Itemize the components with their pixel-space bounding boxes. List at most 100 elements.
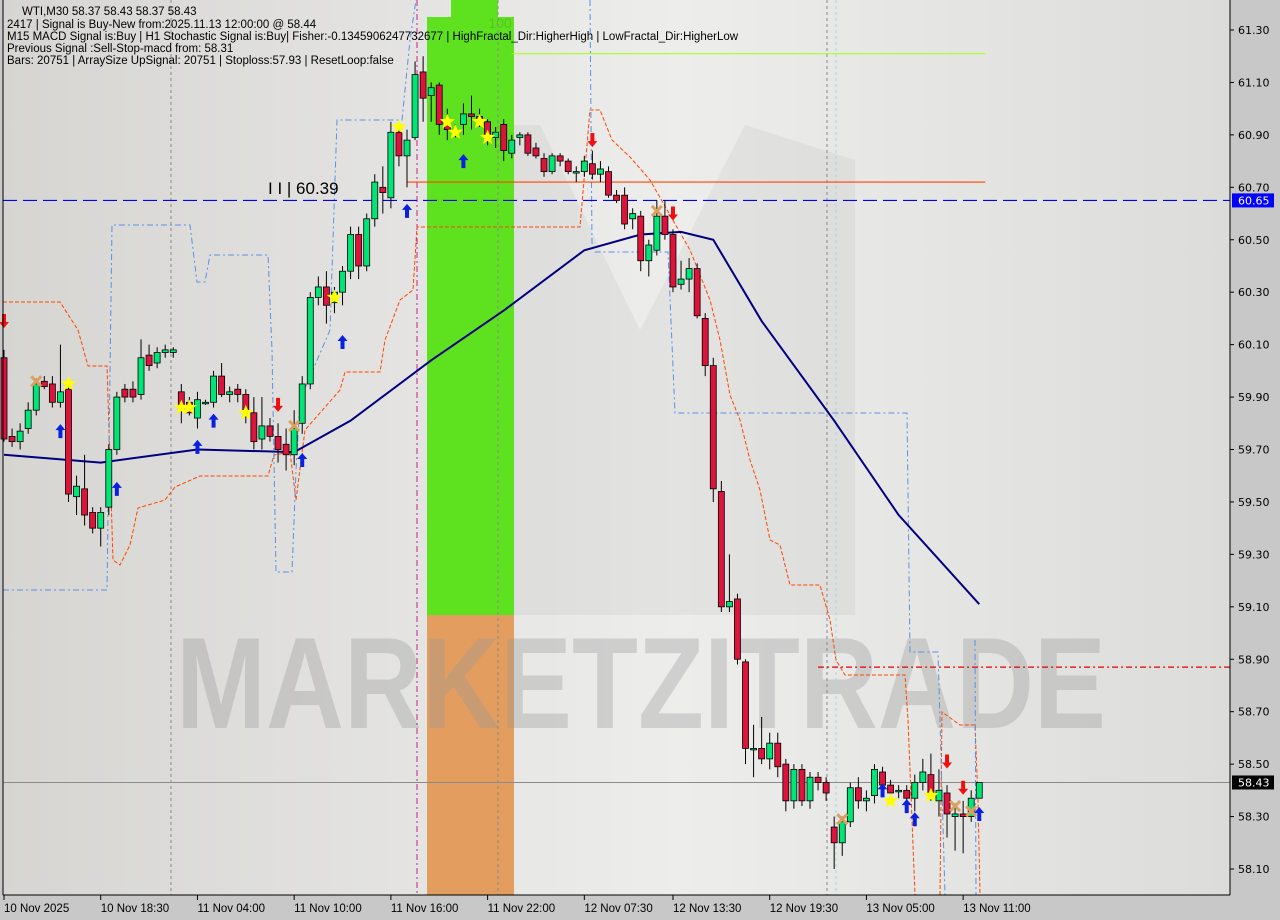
candle — [121, 383, 129, 403]
bear-candle-body — [468, 113, 475, 117]
watermark-text: MARKETZITRADE — [176, 610, 1106, 756]
watermark-logo — [430, 125, 855, 615]
bull-candle-body — [750, 748, 757, 751]
time-tick-label: 12 Nov 13:30 — [673, 903, 741, 915]
candle — [57, 344, 64, 408]
indicator-status-line: M15 MACD Signal is:Buy | H1 Stochastic S… — [7, 31, 739, 43]
bear-candle-body — [266, 425, 274, 437]
sell-arrow-icon — [273, 397, 284, 412]
candle — [693, 263, 701, 319]
time-axis[interactable]: 10 Nov 2025 10 Nov 18:30 11 Nov 04:00 11 No… — [3, 895, 1031, 915]
candle — [854, 777, 862, 809]
candle — [32, 378, 40, 416]
candle — [258, 397, 266, 450]
bear-candle-body — [661, 215, 669, 235]
bear-candle-body — [588, 163, 596, 175]
price-tick-label: 58.70 — [1238, 706, 1270, 719]
star-icon — [326, 289, 343, 304]
bear-candle-body — [0, 357, 8, 440]
star-icon — [883, 792, 899, 808]
candle — [218, 362, 226, 398]
buy-arrow-icon — [901, 799, 912, 814]
time-tick-label: 11 Nov 10:00 — [294, 903, 362, 915]
bull-candle-body — [73, 485, 80, 498]
candle — [669, 229, 677, 293]
buy-arrow-icon — [402, 203, 412, 218]
candle — [24, 402, 32, 434]
candle — [210, 370, 217, 408]
star-icon — [923, 787, 939, 803]
bull-candle-body — [258, 425, 266, 440]
candle — [871, 764, 878, 804]
bull-candle-body — [935, 789, 943, 802]
bear-candle-body — [218, 375, 226, 395]
bull-candle-body — [460, 113, 467, 125]
buy-arrow-icon — [337, 335, 348, 350]
candle — [798, 764, 806, 807]
buy-arrow-icon — [458, 154, 469, 169]
bear-candle-body — [89, 512, 97, 529]
candle — [153, 347, 161, 369]
bull-candle-body — [113, 396, 121, 450]
candle — [556, 153, 564, 167]
bear-candle-body — [613, 194, 620, 201]
candle — [516, 132, 524, 146]
candle — [685, 258, 693, 293]
star-icon — [391, 119, 407, 134]
candle — [314, 276, 322, 306]
candle — [597, 161, 604, 183]
bull-candle-body — [951, 813, 959, 817]
candle — [943, 785, 951, 838]
current-price-tag: 58.43 — [1238, 776, 1270, 789]
bear-candle-body — [250, 412, 258, 443]
bear-candle-body — [8, 435, 16, 443]
bear-candle-body — [774, 742, 782, 768]
candle — [363, 213, 371, 272]
bear-candle-body — [814, 776, 822, 783]
zone-label: 100 — [488, 15, 512, 31]
candle — [580, 155, 588, 177]
buy-arrow-icon — [55, 424, 66, 439]
bull-candle-body — [194, 399, 201, 419]
bull-candle-body — [314, 286, 322, 298]
bull-candle-body — [202, 401, 209, 405]
candle — [838, 816, 846, 856]
candle — [8, 428, 16, 447]
bear-candle-body — [81, 488, 88, 516]
candle — [645, 239, 653, 277]
bull-candle-body — [726, 601, 733, 608]
bear-candle-body — [395, 131, 403, 157]
candle — [105, 444, 113, 516]
time-tick-label: 11 Nov 22:00 — [488, 903, 556, 915]
bull-candle-body — [105, 449, 113, 508]
bull-candle-body — [97, 512, 105, 529]
candle — [161, 344, 169, 358]
candle — [637, 210, 645, 272]
buy-arrow-icon — [111, 481, 122, 496]
bear-candle-body — [734, 598, 741, 660]
candle — [605, 166, 612, 198]
candle — [677, 260, 685, 290]
candle — [306, 292, 314, 390]
price-tick-label: 60.10 — [1238, 339, 1270, 352]
price-tick-label: 60.50 — [1238, 234, 1270, 247]
candle — [717, 480, 725, 613]
price-tick-label: 59.70 — [1238, 444, 1270, 457]
candle — [863, 790, 870, 812]
bear-candle-body — [903, 789, 911, 799]
time-tick-label: 11 Nov 04:00 — [197, 903, 265, 915]
bull-candle-body — [32, 383, 40, 411]
price-tick-label: 59.30 — [1238, 548, 1270, 561]
candle — [774, 732, 782, 778]
candle — [371, 174, 379, 227]
cross-icon — [650, 204, 663, 217]
candle — [16, 423, 24, 450]
buy-arrow-icon — [877, 783, 888, 798]
bull-candle-body — [629, 213, 637, 220]
price-axis[interactable]: 61.30 61.10 60.90 60.70 60.50 60.30 60.10 59.90… — [1230, 24, 1274, 876]
bear-candle-body — [40, 380, 48, 387]
bull-candle-body — [153, 352, 161, 364]
bear-candle-body — [822, 782, 830, 794]
bull-candle-body — [210, 375, 217, 403]
